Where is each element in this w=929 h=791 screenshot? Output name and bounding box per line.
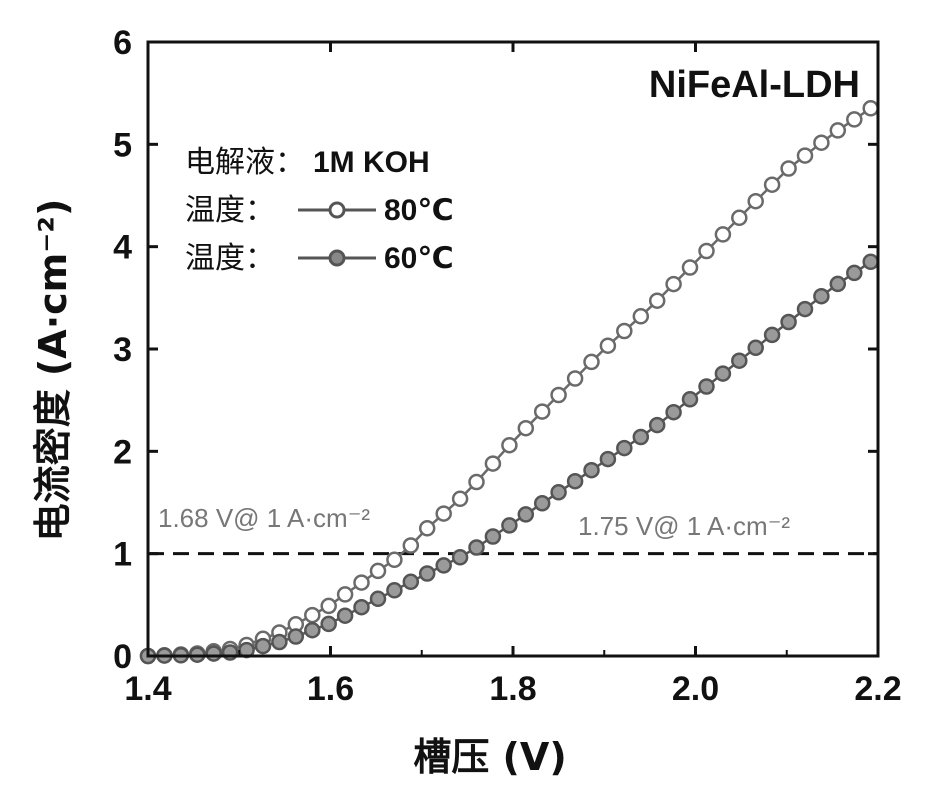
legend-electrolyte-label: 电解液： <box>185 145 305 180</box>
y-tick-label: 1 <box>113 536 132 574</box>
data-point <box>782 162 796 176</box>
data-point <box>437 558 451 572</box>
data-point <box>535 405 549 419</box>
data-point <box>568 372 582 386</box>
data-point <box>765 328 779 342</box>
data-point <box>617 441 631 455</box>
data-point <box>847 266 861 280</box>
data-point <box>683 261 697 275</box>
data-point <box>864 255 878 269</box>
data-point <box>765 178 779 192</box>
data-point <box>420 521 434 535</box>
data-point <box>782 315 796 329</box>
legend-marker-60 <box>330 251 344 265</box>
data-point <box>634 309 648 323</box>
data-point <box>338 587 352 601</box>
data-point <box>700 380 714 394</box>
data-point <box>502 518 516 532</box>
chart-title: NiFeAl-LDH <box>649 64 860 106</box>
data-point <box>404 539 418 553</box>
data-point <box>207 647 221 661</box>
x-tick-label: 1.6 <box>307 670 354 708</box>
data-point <box>322 599 336 613</box>
legend-prefix-80: 温度： <box>185 193 275 228</box>
data-point <box>634 430 648 444</box>
y-tick-label: 2 <box>113 433 132 471</box>
data-point <box>601 452 615 466</box>
data-point <box>420 567 434 581</box>
data-point <box>486 457 500 471</box>
data-point <box>552 485 566 499</box>
y-tick-label: 3 <box>113 331 132 369</box>
data-point <box>749 341 763 355</box>
data-point <box>650 418 664 432</box>
legend-electrolyte-value: 1M KOH <box>313 146 430 179</box>
x-axis-title: 槽压 (V) <box>413 735 566 779</box>
x-tick-label: 2.0 <box>672 670 719 708</box>
data-point <box>617 324 631 338</box>
data-point <box>732 211 746 225</box>
data-point <box>716 367 730 381</box>
data-point <box>519 507 533 521</box>
data-point <box>470 541 484 555</box>
data-point <box>831 277 845 291</box>
data-point <box>700 244 714 258</box>
data-point <box>453 550 467 564</box>
data-point <box>519 421 533 435</box>
legend-value-60: 60℃ <box>384 242 454 275</box>
data-point <box>847 112 861 126</box>
data-point <box>470 475 484 489</box>
data-point <box>322 617 336 631</box>
legend-prefix-60: 温度： <box>185 241 275 276</box>
data-point <box>716 227 730 241</box>
data-point <box>831 123 845 137</box>
data-point <box>814 289 828 303</box>
data-point <box>387 583 401 597</box>
annotation-80: 1.68 V@ 1 A·cm⁻² <box>158 503 370 533</box>
data-point <box>667 405 681 419</box>
data-point <box>864 101 878 115</box>
data-point <box>535 496 549 510</box>
data-point <box>798 149 812 163</box>
data-point <box>486 530 500 544</box>
data-point <box>338 609 352 623</box>
data-point <box>552 388 566 402</box>
data-point <box>814 136 828 150</box>
x-tick-label: 2.2 <box>854 670 901 708</box>
y-tick-label: 0 <box>113 638 132 676</box>
data-point <box>502 438 516 452</box>
data-point <box>404 575 418 589</box>
data-point <box>305 623 319 637</box>
data-point <box>732 354 746 368</box>
data-point <box>798 302 812 316</box>
data-point <box>355 576 369 590</box>
y-tick-label: 4 <box>113 229 132 267</box>
y-tick-label: 6 <box>113 24 132 62</box>
data-point <box>585 355 599 369</box>
data-point <box>749 194 763 208</box>
annotation-60: 1.75 V@ 1 A·cm⁻² <box>578 511 790 541</box>
data-point <box>568 474 582 488</box>
data-point <box>272 635 286 649</box>
data-point <box>355 600 369 614</box>
data-point <box>305 608 319 622</box>
legend-value-80: 80℃ <box>384 194 454 227</box>
data-point <box>601 339 615 353</box>
data-point <box>585 463 599 477</box>
data-point <box>683 392 697 406</box>
data-point <box>453 492 467 506</box>
data-point <box>371 592 385 606</box>
x-tick-label: 1.8 <box>489 670 536 708</box>
data-point <box>437 507 451 521</box>
y-tick-label: 5 <box>113 126 132 164</box>
data-point <box>289 630 303 644</box>
data-point <box>371 564 385 578</box>
data-point <box>387 553 401 567</box>
data-point <box>256 639 270 653</box>
data-point <box>667 277 681 291</box>
legend-marker-80 <box>330 203 344 217</box>
y-axis-title: 电流密度 (A·cm⁻²) <box>31 199 75 542</box>
data-point <box>650 294 664 308</box>
